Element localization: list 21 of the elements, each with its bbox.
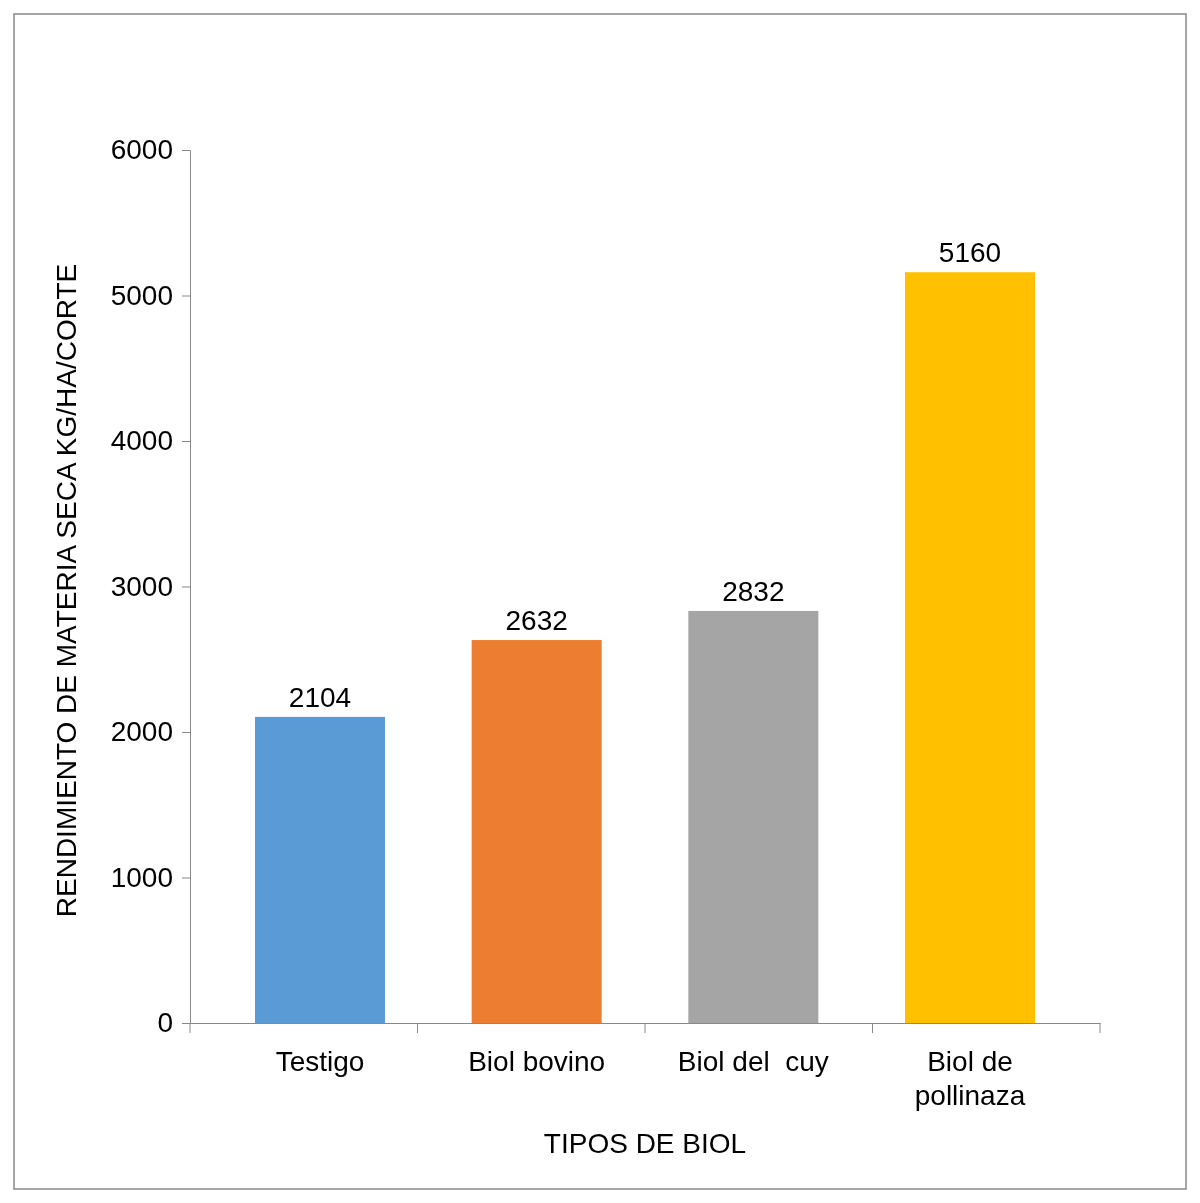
y-tick-label: 5000 — [110, 279, 173, 311]
y-tick-label: 3000 — [110, 570, 173, 602]
y-tick-label: 2000 — [110, 716, 173, 748]
data-label: 2104 — [288, 681, 352, 713]
bar — [905, 272, 1035, 1023]
x-tick-label: Biol de pollinaza — [914, 1046, 1026, 1111]
bar — [255, 716, 385, 1023]
x-tick-label: Biol bovino — [468, 1046, 606, 1077]
x-axis-title: TIPOS DE BIOL — [543, 1128, 747, 1159]
data-label: 2832 — [722, 575, 785, 607]
data-label: 5160 — [938, 237, 1002, 269]
bar — [471, 640, 602, 1023]
bar — [688, 610, 819, 1023]
x-tick-label: Biol del cuy — [677, 1046, 829, 1077]
x-tick-label: Testigo — [275, 1046, 365, 1077]
data-label: 2632 — [505, 605, 568, 637]
y-axis-title: RENDIMIENTO DE MATERIA SECA KG/HA/CORTE — [51, 263, 82, 918]
y-tick-label: 6000 — [110, 134, 173, 166]
y-tick-label: 1000 — [110, 861, 173, 893]
y-tick-label: 4000 — [110, 425, 173, 457]
y-tick-label: 0 — [157, 1007, 173, 1039]
